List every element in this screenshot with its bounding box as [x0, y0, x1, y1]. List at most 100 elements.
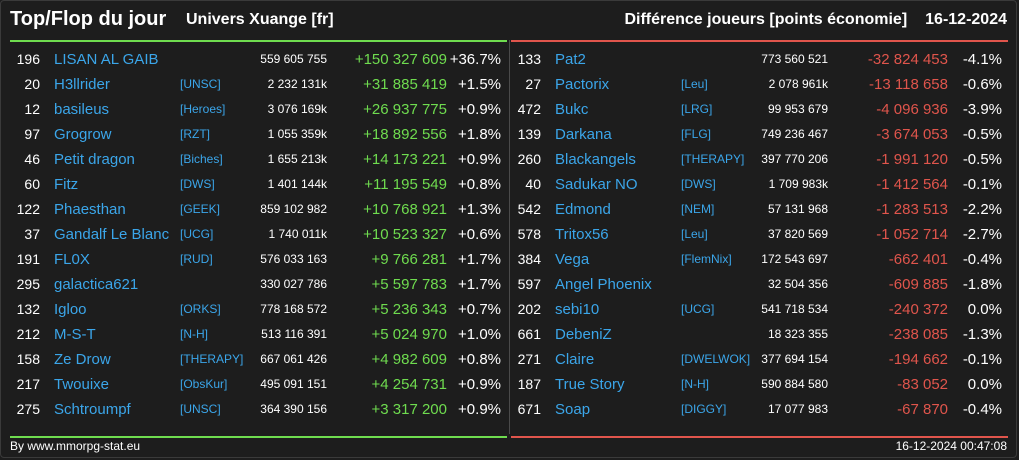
player-name-link[interactable]: Bukc — [555, 101, 589, 118]
player-points: 495 091 151 — [260, 377, 327, 391]
alliance-tag-link[interactable]: [RZT] — [180, 127, 210, 141]
alliance-tag-link[interactable]: [FLG] — [681, 127, 712, 141]
player-name-link[interactable]: LISAN AL GAIB — [54, 51, 159, 68]
player-name-link[interactable]: Grogrow — [54, 126, 112, 143]
player-name-link[interactable]: FL0X — [54, 251, 90, 268]
points-difference: -67 870 — [897, 401, 948, 418]
top-panel: 196 LISAN AL GAIB 559 605 755 +150 327 609 +… — [10, 40, 507, 438]
player-name-link[interactable]: basileus — [54, 101, 110, 118]
player-name-link[interactable]: Ze Drow — [54, 351, 111, 368]
points-difference: +11 195 549 — [364, 176, 447, 193]
alliance-tag-link[interactable]: [Leu] — [681, 77, 708, 91]
player-name-link[interactable]: Phaesthan — [54, 201, 126, 218]
player-rank: 158 — [16, 351, 40, 367]
player-name-link[interactable]: True Story — [555, 376, 625, 393]
player-points: 57 131 968 — [767, 202, 828, 216]
player-points: 18 323 355 — [767, 327, 828, 341]
alliance-tag-link[interactable]: [NEM] — [681, 202, 715, 216]
flop-row: 542 Edmond [NEM] 57 131 968 -1 283 513 -2.2% — [511, 197, 1008, 222]
percent-change: -3.9% — [962, 101, 1002, 118]
points-difference: -13 118 658 — [869, 76, 948, 93]
player-name-link[interactable]: Vega — [555, 251, 590, 268]
player-points: 749 236 467 — [761, 127, 828, 141]
flop-row: 661 DebeniZ 18 323 355 -238 085 -1.3% — [511, 322, 1008, 347]
points-difference: +5 597 783 — [371, 276, 448, 293]
player-name-link[interactable]: Claire — [555, 351, 595, 368]
player-name-link[interactable]: M-S-T — [54, 326, 96, 343]
alliance-tag-link[interactable]: [THERAPY] — [180, 352, 244, 366]
alliance-tag-link[interactable]: [ObsKur] — [180, 377, 228, 391]
percent-change: -0.1% — [962, 351, 1002, 368]
header-date: 16-12-2024 — [925, 11, 1007, 28]
player-name-link[interactable]: Soap — [555, 401, 591, 418]
player-rank: 97 — [24, 126, 40, 142]
player-points: 859 102 982 — [260, 202, 327, 216]
percent-change: +0.8% — [458, 351, 501, 368]
player-name-link[interactable]: Pat2 — [555, 51, 586, 68]
alliance-tag-link[interactable]: [RUD] — [180, 252, 213, 266]
player-name-link[interactable]: Gandalf Le Blanc — [54, 226, 170, 243]
player-name-link[interactable]: Pactorix — [555, 76, 610, 93]
top-row: 196 LISAN AL GAIB 559 605 755 +150 327 609 +… — [10, 47, 507, 72]
alliance-tag-link[interactable]: [UNSC] — [180, 77, 221, 91]
player-name-link[interactable]: Fitz — [54, 176, 79, 193]
alliance-tag-link[interactable]: [LRG] — [681, 102, 713, 116]
player-name-link[interactable]: H3llrider — [54, 76, 110, 93]
percent-change: +1.7% — [458, 251, 501, 268]
player-name-link[interactable]: Edmond — [555, 201, 611, 218]
percent-change: -0.4% — [962, 401, 1002, 418]
top-row: 191 FL0X [RUD] 576 033 163 +9 766 281 +1.7% — [10, 247, 507, 272]
player-points: 1 401 144k — [267, 177, 327, 191]
points-difference: -238 085 — [888, 326, 948, 343]
alliance-tag-link[interactable]: [ORKS] — [180, 302, 221, 316]
footer-source[interactable]: By www.mmorpg-stat.eu — [10, 439, 141, 453]
alliance-tag-link[interactable]: [UCG] — [180, 227, 214, 241]
flop-row: 472 Bukc [LRG] 99 953 679 -4 096 936 -3.9% — [511, 97, 1008, 122]
alliance-tag-link[interactable]: [GEEK] — [180, 202, 221, 216]
player-name-link[interactable]: Tritox56 — [555, 226, 609, 243]
points-difference: +3 317 200 — [371, 401, 448, 418]
player-name-link[interactable]: Petit dragon — [54, 151, 135, 168]
alliance-tag-link[interactable]: [DWELWOK] — [681, 352, 751, 366]
player-name-link[interactable]: Blackangels — [555, 151, 636, 168]
alliance-tag-link[interactable]: [FlemNix] — [681, 252, 732, 266]
percent-change: -0.4% — [962, 251, 1002, 268]
alliance-tag-link[interactable]: [DWS] — [681, 177, 716, 191]
alliance-tag-link[interactable]: [THERAPY] — [681, 152, 745, 166]
percent-change: -0.6% — [962, 76, 1002, 93]
points-difference: -1 991 120 — [876, 151, 948, 168]
alliance-tag-link[interactable]: [N-H] — [180, 327, 208, 341]
player-name-link[interactable]: Schtroumpf — [54, 401, 131, 418]
alliance-tag-link[interactable]: [Biches] — [180, 152, 223, 166]
alliance-tag-link[interactable]: [Leu] — [681, 227, 708, 241]
flop-row: 133 Pat2 773 560 521 -32 824 453 -4.1% — [511, 47, 1008, 72]
alliance-tag-link[interactable]: [UNSC] — [180, 402, 221, 416]
points-difference: -609 885 — [888, 276, 948, 293]
alliance-tag-link[interactable]: [DWS] — [180, 177, 215, 191]
player-name-link[interactable]: Igloo — [54, 301, 87, 318]
percent-change: -0.5% — [962, 151, 1002, 168]
player-name-link[interactable]: DebeniZ — [555, 326, 612, 343]
alliance-tag-link[interactable]: [DIGGY] — [681, 402, 727, 416]
player-name-link[interactable]: Darkana — [555, 126, 612, 143]
points-difference: -1 283 513 — [876, 201, 948, 218]
player-name-link[interactable]: Angel Phoenix — [555, 276, 652, 293]
player-rank: 275 — [16, 401, 40, 417]
player-name-link[interactable]: Twouixe — [54, 376, 110, 393]
top-row: 132 Igloo [ORKS] 778 168 572 +5 236 343 +0.7% — [10, 297, 507, 322]
player-name-link[interactable]: galactica621 — [54, 276, 139, 293]
points-difference: -3 674 053 — [876, 126, 948, 143]
player-rank: 37 — [24, 226, 40, 242]
player-points: 330 027 786 — [260, 277, 327, 291]
points-difference: +5 024 970 — [371, 326, 448, 343]
player-rank: 27 — [525, 76, 541, 92]
percent-change: -2.7% — [962, 226, 1002, 243]
player-name-link[interactable]: sebi10 — [555, 301, 600, 318]
player-name-link[interactable]: Sadukar NO — [555, 176, 638, 193]
alliance-tag-link[interactable]: [Heroes] — [180, 102, 226, 116]
alliance-tag-link[interactable]: [UCG] — [681, 302, 715, 316]
points-difference: +18 892 556 — [363, 126, 447, 143]
percent-change: +0.8% — [458, 176, 501, 193]
alliance-tag-link[interactable]: [N-H] — [681, 377, 709, 391]
